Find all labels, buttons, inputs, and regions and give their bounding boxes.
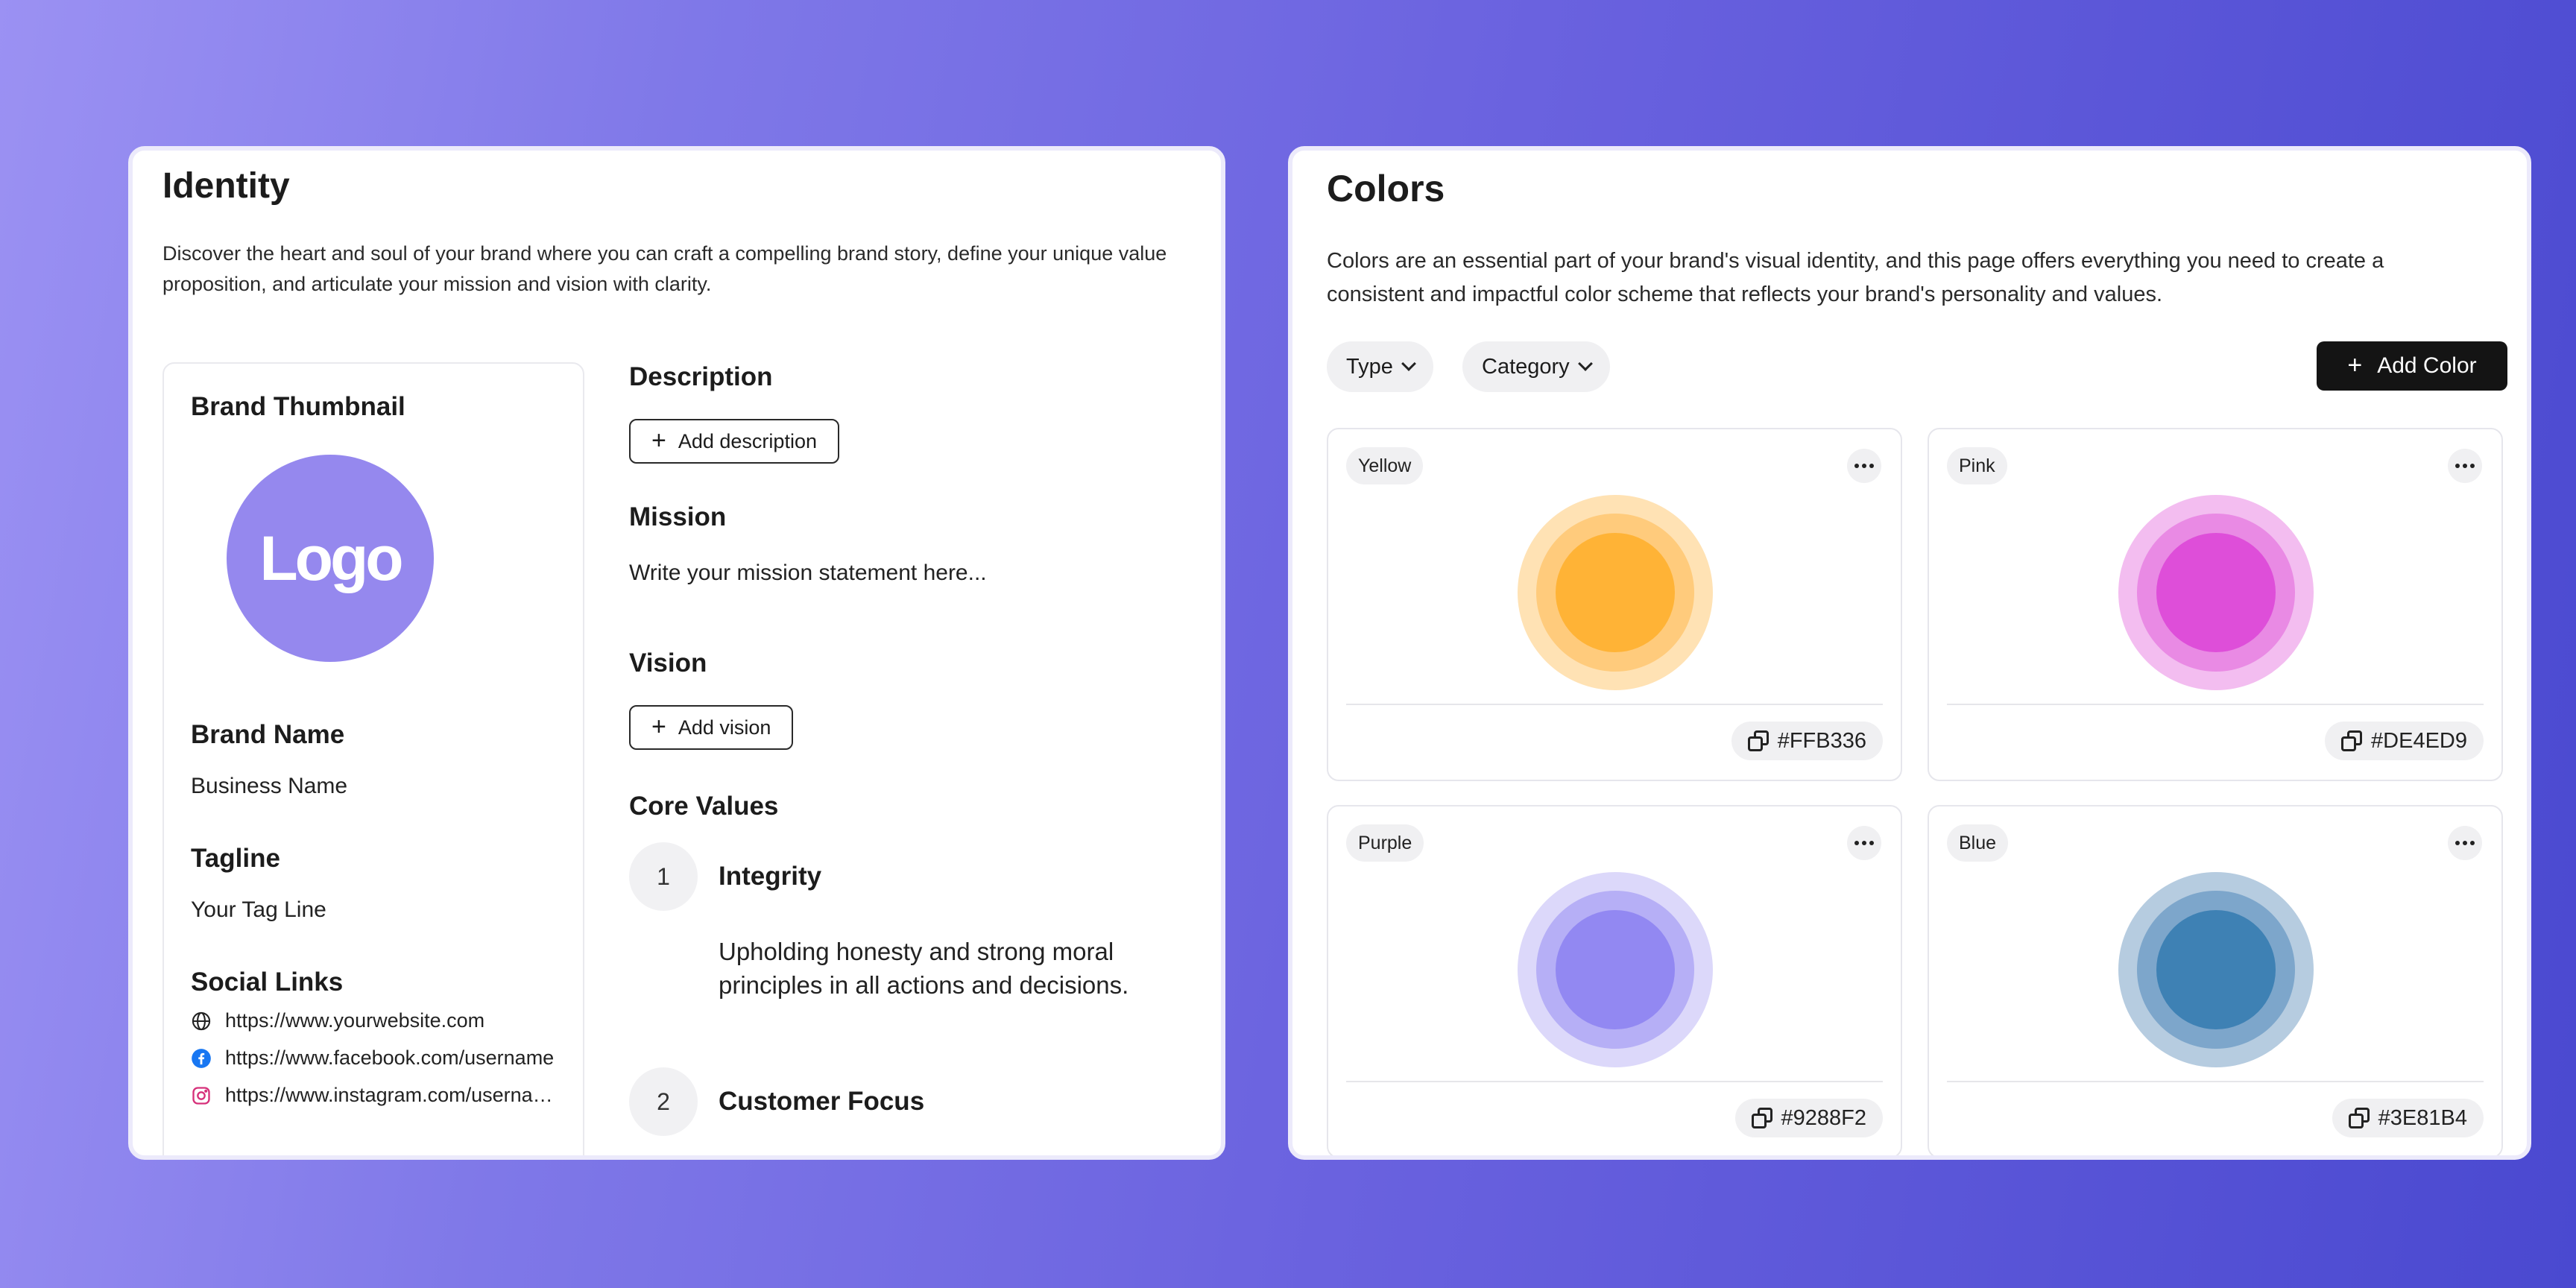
tagline-value[interactable]: Your Tag Line [191,897,326,922]
logo-text: Logo [259,523,403,593]
core-value-number: 2 [629,1067,698,1136]
card-divider [1346,704,1883,705]
identity-panel: Identity Discover the heart and soul of … [128,146,1225,1160]
hex-value: #FFB336 [1777,728,1866,753]
identity-details: Description + Add description Mission Wr… [629,151,1210,1155]
core-value-body[interactable]: Upholding honesty and strong moral princ… [719,938,1129,999]
color-name-tag: Purple [1346,824,1424,862]
color-card-yellow[interactable]: Yellow #FFB336 [1327,428,1902,781]
facebook-icon [191,1048,212,1069]
brand-name-label: Brand Name [191,720,345,749]
add-vision-button[interactable]: + Add vision [629,705,794,750]
core-value-title[interactable]: Customer Focus [719,1087,925,1116]
type-filter[interactable]: Type [1327,341,1433,392]
social-link-facebook[interactable]: https://www.facebook.com/username [191,1046,554,1070]
social-link-instagram[interactable]: https://www.instagram.com/username [191,1084,553,1107]
add-color-label: Add Color [2377,353,2477,378]
description-label: Description [629,362,773,391]
add-description-label: Add description [678,429,817,452]
social-link-url: https://www.instagram.com/username [225,1084,553,1106]
color-swatch [2118,495,2314,690]
copy-hex-button[interactable]: #9288F2 [1734,1099,1883,1137]
brand-name-value[interactable]: Business Name [191,774,348,798]
colors-panel: Colors Colors are an essential part of y… [1288,146,2531,1160]
color-name-tag: Yellow [1346,447,1424,484]
plus-icon: + [651,426,666,455]
core-value-title[interactable]: Integrity [719,862,822,891]
type-filter-label: Type [1346,354,1393,379]
chevron-down-icon [1577,356,1593,371]
copy-hex-button[interactable]: #DE4ED9 [2325,722,2484,760]
more-options-icon[interactable] [1847,449,1881,483]
brand-info-card: Brand Thumbnail Logo Brand Name Business… [162,362,584,1155]
social-link-website[interactable]: https://www.yourwebsite.com [191,1009,484,1032]
social-links-label: Social Links [191,967,344,997]
chevron-down-icon [1401,356,1416,371]
identity-title: Identity [162,166,290,206]
card-divider [1947,1081,2484,1082]
copy-hex-button[interactable]: #FFB336 [1731,722,1883,760]
tagline-label: Tagline [191,844,280,873]
hex-value: #9288F2 [1781,1105,1867,1130]
hex-value: #3E81B4 [2378,1105,2467,1130]
more-options-icon[interactable] [1847,826,1881,860]
add-description-button[interactable]: + Add description [629,419,839,464]
category-filter-label: Category [1482,354,1570,379]
color-card-pink[interactable]: Pink #DE4ED9 [1928,428,2503,781]
social-link-url: https://www.yourwebsite.com [225,1009,485,1032]
globe-icon [191,1011,212,1032]
copy-hex-button[interactable]: #3E81B4 [2332,1099,2484,1137]
color-swatch [1518,495,1713,690]
plus-icon: + [651,712,666,741]
more-options-icon[interactable] [2448,826,2482,860]
card-divider [1346,1081,1883,1082]
color-swatch [2118,872,2314,1067]
brand-thumbnail-label: Brand Thumbnail [191,392,405,421]
category-filter[interactable]: Category [1462,341,1610,392]
mission-statement-field[interactable]: Write your mission statement here... [629,561,987,585]
colors-title: Colors [1327,168,1445,209]
core-values-label: Core Values [629,792,779,821]
color-swatch [1518,872,1713,1067]
card-divider [1947,704,2484,705]
copy-icon [1747,730,1769,751]
color-name-tag: Blue [1947,824,2009,862]
colors-description: Colors are an essential part of your bra… [1327,249,2384,306]
copy-icon [1751,1108,1772,1128]
color-card-purple[interactable]: Purple #9288F2 [1327,805,1902,1155]
brand-logo[interactable]: Logo [227,455,434,662]
copy-icon [2341,730,2363,751]
add-vision-label: Add vision [678,716,771,739]
plus-icon: + [2347,350,2363,379]
color-card-blue[interactable]: Blue #3E81B4 [1928,805,2503,1155]
vision-label: Vision [629,648,707,678]
identity-description: Discover the heart and soul of your bran… [162,242,1167,295]
instagram-icon [191,1085,212,1106]
social-link-url: https://www.facebook.com/username [225,1046,555,1069]
add-color-button[interactable]: + Add Color [2317,341,2507,391]
color-name-tag: Pink [1947,447,2007,484]
mission-label: Mission [629,502,727,531]
hex-value: #DE4ED9 [2371,728,2467,753]
copy-icon [2348,1108,2370,1128]
more-options-icon[interactable] [2448,449,2482,483]
core-value-number: 1 [629,842,698,911]
